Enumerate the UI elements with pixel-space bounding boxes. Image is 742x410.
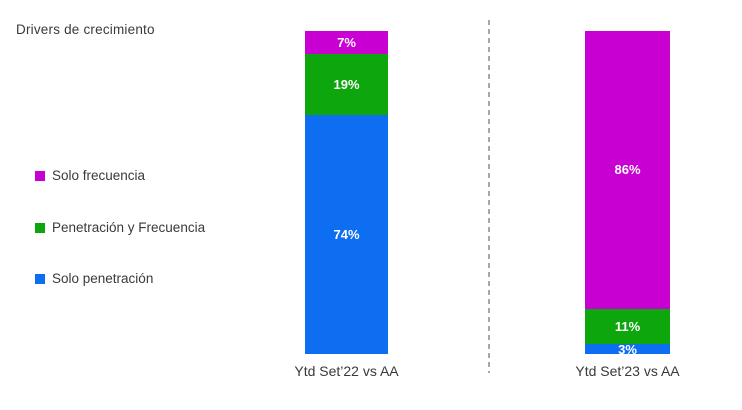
segment-value-label: 74%: [333, 226, 360, 242]
legend-swatch-penetracion-y-frecuencia: [35, 222, 45, 233]
legend-item-penetracion-y-frecuencia: Penetración y Frecuencia: [35, 220, 205, 235]
segment-value-label: 86%: [614, 162, 641, 178]
stacked-bar-ytd-set22: 7% 19% 74%: [305, 31, 388, 354]
legend-label: Solo frecuencia: [52, 168, 146, 183]
legend-swatch-solo-penetracion: [35, 273, 45, 284]
legend-item-solo-penetracion: Solo penetración: [35, 271, 153, 286]
segment-value-label: 3%: [618, 341, 637, 357]
dashed-divider-line: [488, 20, 490, 373]
bar-segment-solo-frecuencia: 86%: [585, 31, 670, 309]
bar-segment-solo-frecuencia: 7%: [305, 31, 388, 54]
bar-segment-penetraci-n-y-frecuencia: 11%: [585, 308, 670, 345]
bar-segment-solo-penetraci-n: 3%: [585, 341, 670, 357]
segment-value-label: 7%: [337, 34, 356, 50]
legend-label: Solo penetración: [52, 271, 154, 286]
legend-swatch-solo-frecuencia: [35, 170, 45, 181]
bar-segment-solo-penetraci-n: 74%: [305, 114, 388, 354]
legend-item-solo-frecuencia: Solo frecuencia: [35, 168, 145, 183]
stacked-bar-ytd-set23: 86% 11% 3%: [585, 31, 670, 357]
legend-label: Penetración y Frecuencia: [52, 220, 206, 235]
category-label-ytd-set22: Ytd Set’22 vs AA: [294, 363, 399, 379]
chart-title: Drivers de crecimiento: [16, 22, 155, 37]
bar-column-ytd-set23: 86% 11% 3% Ytd Set’23 vs AA: [575, 31, 680, 379]
bar-column-ytd-set22: 7% 19% 74% Ytd Set’22 vs AA: [294, 31, 399, 379]
segment-value-label: 19%: [333, 76, 360, 92]
segment-value-label: 11%: [614, 319, 641, 335]
category-label-ytd-set23: Ytd Set’23 vs AA: [575, 363, 680, 379]
bar-segment-penetraci-n-y-frecuencia: 19%: [305, 53, 388, 115]
